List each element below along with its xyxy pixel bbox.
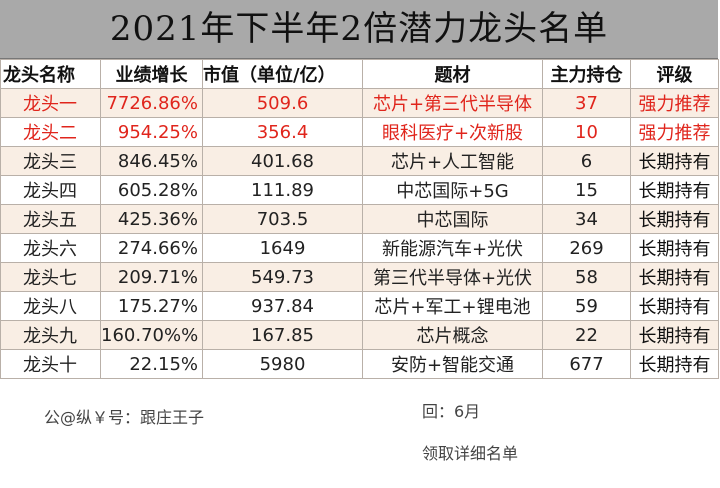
table-row: 龙头一 7726.86% 509.6 芯片+第三代半导体 37 强力推荐 [0,88,719,118]
cell-growth: 7726.86% [100,88,203,118]
cell-theme: 安防+智能交通 [362,349,543,379]
cell-rating: 长期持有 [630,233,719,263]
table-row: 龙头九 160.70%% 167.85 芯片概念 22 长期持有 [0,320,719,350]
cell-rating: 长期持有 [630,291,719,321]
table-row: 龙头四 605.28% 111.89 中芯国际+5G 15 长期持有 [0,175,719,205]
cell-growth: 954.25% [100,117,203,147]
cell-name: 龙头五 [0,204,101,234]
header-growth: 业绩增长 [100,59,203,89]
header-holding: 主力持仓 [542,59,631,89]
cell-rating: 强力推荐 [630,117,719,147]
cell-holding: 59 [542,291,631,321]
cell-name: 龙头一 [0,88,101,118]
cell-growth: 605.28% [100,175,203,205]
cell-growth: 22.15% [100,349,203,379]
cell-theme: 新能源汽车+光伏 [362,233,543,263]
cell-market-cap: 549.73 [202,262,363,292]
cell-growth: 160.70%% [100,320,203,350]
cell-theme: 芯片+人工智能 [362,146,543,176]
cell-market-cap: 111.89 [202,175,363,205]
cell-name: 龙头九 [0,320,101,350]
cell-holding: 677 [542,349,631,379]
cell-holding: 10 [542,117,631,147]
cell-holding: 37 [542,88,631,118]
cell-theme: 第三代半导体+光伏 [362,262,543,292]
cell-holding: 6 [542,146,631,176]
header-theme: 题材 [362,59,543,89]
cell-holding: 22 [542,320,631,350]
cell-rating: 长期持有 [630,175,719,205]
table-row: 龙头五 425.36% 703.5 中芯国际 34 长期持有 [0,204,719,234]
cell-theme: 眼科医疗+次新股 [362,117,543,147]
cell-market-cap: 401.68 [202,146,363,176]
cell-theme: 芯片+军工+锂电池 [362,291,543,321]
cell-name: 龙头三 [0,146,101,176]
cell-market-cap: 509.6 [202,88,363,118]
cell-rating: 长期持有 [630,349,719,379]
cell-name: 龙头七 [0,262,101,292]
cell-rating: 长期持有 [630,320,719,350]
header-market-cap: 市值（单位/亿） [202,59,363,89]
cell-rating: 长期持有 [630,204,719,234]
cell-holding: 15 [542,175,631,205]
footer-reply: 回：6月 [422,402,481,421]
table-row: 龙头七 209.71% 549.73 第三代半导体+光伏 58 长期持有 [0,262,719,292]
header-name: 龙头名称 [0,59,101,89]
cell-name: 龙头十 [0,349,101,379]
cell-theme: 中芯国际+5G [362,175,543,205]
cell-theme: 芯片+第三代半导体 [362,88,543,118]
cell-growth: 209.71% [100,262,203,292]
cell-growth: 425.36% [100,204,203,234]
cell-name: 龙头八 [0,291,101,321]
stock-table: 龙头名称 业绩增长 市值（单位/亿） 题材 主力持仓 评级 龙头一 7726.86… [0,59,719,379]
stock-list-sheet: 2021年下半年2倍潜力龙头名单 龙头名称 业绩增长 市值（单位/亿） 题材 主… [0,0,719,379]
cell-market-cap: 1649 [202,233,363,263]
cell-growth: 175.27% [100,291,203,321]
cell-name: 龙头四 [0,175,101,205]
table-row: 龙头六 274.66% 1649 新能源汽车+光伏 269 长期持有 [0,233,719,263]
cell-rating: 强力推荐 [630,88,719,118]
cell-holding: 34 [542,204,631,234]
cell-rating: 长期持有 [630,262,719,292]
cell-theme: 中芯国际 [362,204,543,234]
cell-holding: 58 [542,262,631,292]
table-row: 龙头八 175.27% 937.84 芯片+军工+锂电池 59 长期持有 [0,291,719,321]
table-row: 龙头三 846.45% 401.68 芯片+人工智能 6 长期持有 [0,146,719,176]
cell-growth: 846.45% [100,146,203,176]
cell-rating: 长期持有 [630,146,719,176]
cell-market-cap: 356.4 [202,117,363,147]
cell-name: 龙头二 [0,117,101,147]
table-row: 龙头十 22.15% 5980 安防+智能交通 677 长期持有 [0,349,719,379]
footer-claim: 领取详细名单 [422,444,519,463]
footer-account: 公@纵￥号：跟庄王子 [44,408,205,427]
cell-market-cap: 937.84 [202,291,363,321]
cell-theme: 芯片概念 [362,320,543,350]
cell-growth: 274.66% [100,233,203,263]
cell-market-cap: 703.5 [202,204,363,234]
cell-name: 龙头六 [0,233,101,263]
table-row: 龙头二 954.25% 356.4 眼科医疗+次新股 10 强力推荐 [0,117,719,147]
table-header-row: 龙头名称 业绩增长 市值（单位/亿） 题材 主力持仓 评级 [0,59,719,89]
cell-market-cap: 167.85 [202,320,363,350]
header-rating: 评级 [630,59,719,89]
sheet-title: 2021年下半年2倍潜力龙头名单 [0,0,718,59]
cell-market-cap: 5980 [202,349,363,379]
cell-holding: 269 [542,233,631,263]
